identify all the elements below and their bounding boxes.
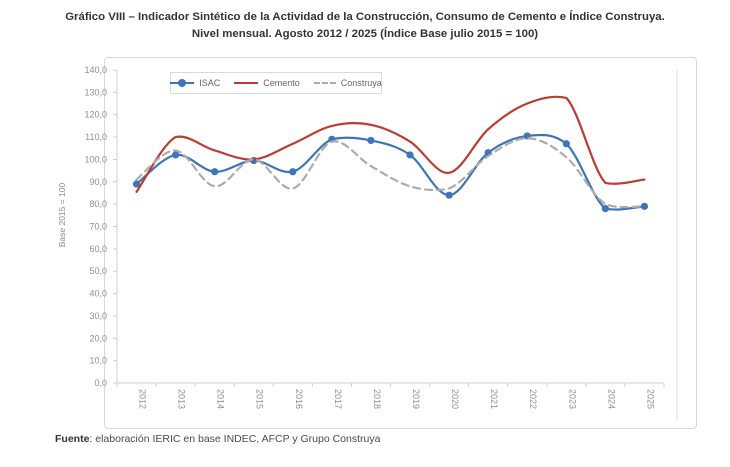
chart-title: Gráfico VIII – Indicador Sintético de la… xyxy=(0,9,730,43)
svg-text:20,0: 20,0 xyxy=(89,333,107,343)
svg-text:30,0: 30,0 xyxy=(89,311,107,321)
isac-line-marker-icon xyxy=(170,79,195,87)
svg-text:50,0: 50,0 xyxy=(89,266,107,276)
svg-text:2017: 2017 xyxy=(333,389,343,409)
chart-title-line1: Gráfico VIII – Indicador Sintético de la… xyxy=(65,11,665,23)
y-axis-title: Base 2015 = 100 xyxy=(57,182,67,248)
svg-text:2022: 2022 xyxy=(528,389,538,409)
construya-dash-icon xyxy=(313,82,336,84)
svg-text:2021: 2021 xyxy=(489,389,499,409)
svg-text:120,0: 120,0 xyxy=(84,110,107,120)
chart-legend: ISAC Cemento Construya xyxy=(170,72,382,94)
svg-text:0,0: 0,0 xyxy=(94,378,107,388)
legend-item-construya: Construya xyxy=(313,78,382,88)
svg-text:2019: 2019 xyxy=(411,389,421,409)
legend-item-isac: ISAC xyxy=(170,78,220,88)
source-text: : elaboración IERIC en base INDEC, AFCP … xyxy=(89,433,381,445)
legend-label-cemento: Cemento xyxy=(263,78,300,88)
svg-text:60,0: 60,0 xyxy=(89,244,107,254)
svg-text:2016: 2016 xyxy=(294,389,304,409)
svg-text:140,0: 140,0 xyxy=(84,65,107,75)
svg-text:2014: 2014 xyxy=(216,389,226,409)
svg-text:70,0: 70,0 xyxy=(89,222,107,232)
svg-text:2012: 2012 xyxy=(138,389,148,409)
source-label: Fuente xyxy=(55,433,90,445)
svg-text:2020: 2020 xyxy=(450,389,460,409)
svg-text:10,0: 10,0 xyxy=(89,356,107,366)
legend-label-construya: Construya xyxy=(340,78,382,88)
svg-text:2013: 2013 xyxy=(177,389,187,409)
svg-text:2025: 2025 xyxy=(645,389,655,409)
chart-title-line2: Nivel mensual. Agosto 2012 / 2025 (Índic… xyxy=(191,28,539,40)
svg-text:110,0: 110,0 xyxy=(85,132,107,142)
svg-text:90,0: 90,0 xyxy=(89,177,107,187)
cemento-line-icon xyxy=(234,82,259,84)
svg-text:2015: 2015 xyxy=(255,389,265,409)
svg-text:130,0: 130,0 xyxy=(84,87,107,97)
svg-text:2018: 2018 xyxy=(372,389,382,409)
chart-card xyxy=(104,57,697,429)
svg-text:2023: 2023 xyxy=(567,389,577,409)
legend-item-cemento: Cemento xyxy=(234,78,300,88)
chart-canvas: 0,0 10,0 20,0 30,0 40,0 50,0 60,0 70,0 80,0 90,0 1… xyxy=(84,65,678,420)
source-note: Fuente: elaboración IERIC en base INDEC,… xyxy=(55,433,380,445)
svg-text:80,0: 80,0 xyxy=(89,199,107,209)
svg-text:2024: 2024 xyxy=(606,389,616,409)
svg-text:100,0: 100,0 xyxy=(84,154,107,164)
legend-label-isac: ISAC xyxy=(199,78,221,88)
svg-text:40,0: 40,0 xyxy=(89,289,107,299)
